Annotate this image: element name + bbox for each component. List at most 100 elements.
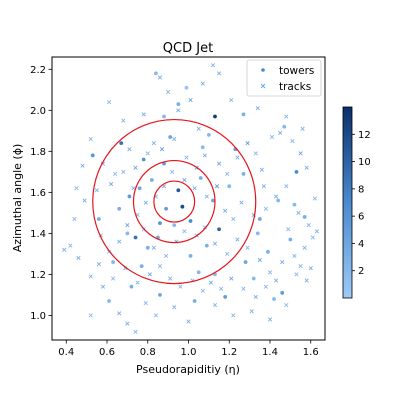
track-point <box>133 329 138 334</box>
tower-point <box>241 112 246 117</box>
tower-point <box>292 202 297 207</box>
x-tick-label: 1.6 <box>303 347 319 358</box>
track-point <box>204 194 209 199</box>
track-point <box>88 313 93 318</box>
track-point <box>304 278 309 283</box>
track-point <box>231 313 236 318</box>
track-point <box>253 151 258 156</box>
tower-point <box>188 254 193 258</box>
tower-point <box>255 231 260 236</box>
track-point <box>241 286 246 291</box>
track-point <box>261 184 266 189</box>
track-point <box>235 155 240 160</box>
track-point <box>143 200 148 205</box>
track-point <box>121 169 126 174</box>
tower-point <box>158 221 162 226</box>
legend-towers-label: towers <box>279 65 314 77</box>
track-point <box>223 208 228 213</box>
tower-point <box>294 169 299 174</box>
tower-point <box>196 270 201 275</box>
track-point <box>257 257 262 263</box>
tower-point <box>145 245 150 250</box>
track-point <box>170 169 175 174</box>
track-point <box>96 262 101 267</box>
track-point <box>284 184 289 189</box>
tower-point <box>125 231 130 236</box>
y-tick-label: 1.4 <box>30 229 46 240</box>
tower-point <box>223 295 228 299</box>
track-point <box>231 216 236 222</box>
tower-point <box>251 276 256 281</box>
track-point <box>290 138 295 144</box>
track-point <box>308 266 313 271</box>
track-point <box>216 71 222 76</box>
x-tick-label: 0.8 <box>140 347 156 358</box>
track-point <box>176 108 181 113</box>
tower-point <box>211 198 215 203</box>
tower-point <box>158 292 162 297</box>
track-point <box>196 126 201 131</box>
track-point <box>245 141 250 146</box>
tower-point <box>302 215 307 219</box>
tower-point <box>137 186 142 191</box>
x-tick-label: 1.4 <box>262 347 278 358</box>
plot-frame <box>51 56 326 341</box>
legend: towers tracks <box>246 59 322 97</box>
tower-point <box>266 249 270 254</box>
tower-point <box>176 102 181 107</box>
tower-point <box>127 194 132 199</box>
track-point <box>172 305 177 310</box>
track-point <box>235 237 240 242</box>
tower-point <box>180 204 185 209</box>
track-point <box>259 167 264 172</box>
track-point <box>310 235 315 240</box>
track-point <box>249 309 254 314</box>
track-point <box>263 206 269 211</box>
track-point <box>117 311 122 316</box>
track-point <box>200 288 205 293</box>
track-point <box>141 112 146 117</box>
track-point <box>182 177 187 183</box>
tower-point <box>282 124 287 129</box>
track-point <box>212 241 218 246</box>
track-point <box>72 216 77 222</box>
track-point <box>159 147 165 152</box>
track-point <box>292 253 297 259</box>
track-point <box>100 284 106 289</box>
track-point <box>182 229 187 234</box>
track-point <box>218 286 224 291</box>
track-point <box>267 317 273 322</box>
colorbar-tick-label: 8 <box>358 184 364 195</box>
track-point <box>166 89 171 94</box>
tower-point <box>149 178 154 182</box>
track-point <box>151 245 156 250</box>
tower-point <box>241 171 246 176</box>
track-point <box>298 151 303 156</box>
track-point <box>200 81 205 86</box>
track-point <box>163 253 169 259</box>
track-point <box>208 280 214 285</box>
track-point <box>111 276 116 281</box>
track-point <box>151 141 156 146</box>
track-point <box>80 163 85 168</box>
x-tick-label: 1.2 <box>221 347 237 358</box>
x-axis-label: Pseudorapiditiy (η) <box>136 363 240 376</box>
track-point <box>186 319 191 324</box>
tower-point <box>272 297 276 301</box>
track-point <box>178 284 183 289</box>
tower-point <box>192 299 197 303</box>
track-point <box>253 294 258 300</box>
tower-point <box>96 217 101 221</box>
tower-point <box>257 217 262 221</box>
track-point <box>188 97 193 103</box>
colorbar-tick-label: 12 <box>358 130 371 141</box>
track-point <box>147 272 152 277</box>
track-point <box>88 136 93 142</box>
tower-point <box>176 188 181 193</box>
tower-point <box>133 235 138 240</box>
jet-radius-circle <box>153 180 196 223</box>
tower-point <box>90 153 95 158</box>
track-point <box>106 99 112 105</box>
track-point <box>108 182 114 187</box>
